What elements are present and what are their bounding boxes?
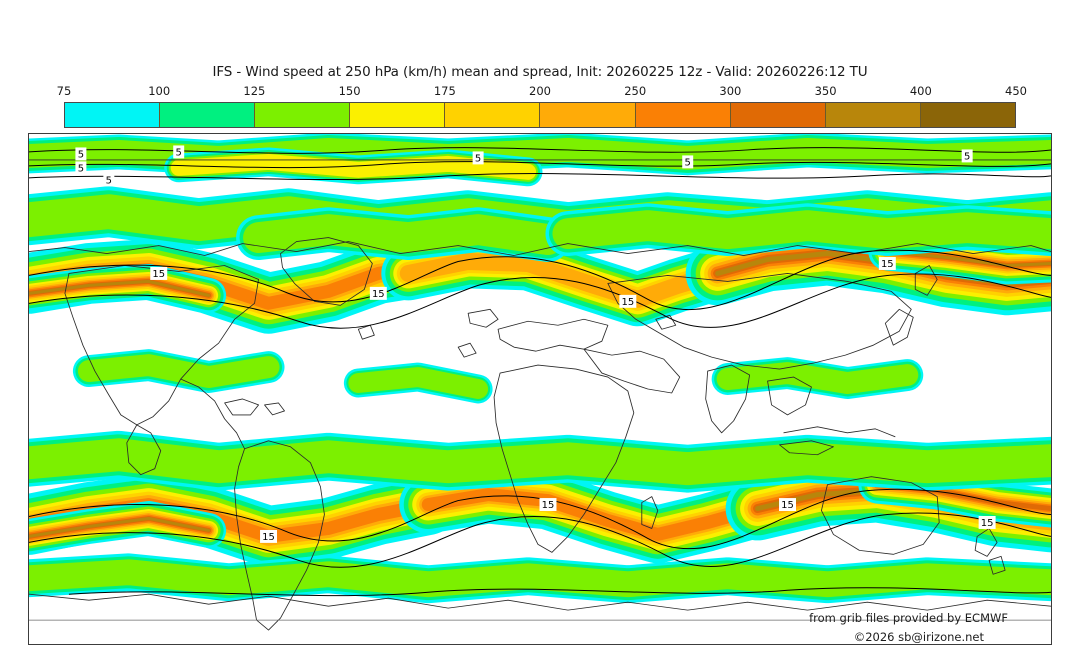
wind-band (29, 279, 211, 297)
colorbar-band-300-350 (730, 103, 826, 127)
contour-label: 5 (475, 153, 481, 164)
spread-contour (29, 161, 1051, 169)
contour-label-bg (260, 529, 278, 543)
contour-label-bg (978, 516, 996, 529)
contour-label: 5 (685, 157, 691, 168)
contour-label-bg (173, 145, 185, 159)
colorbar-tick-150: 150 (338, 84, 361, 98)
wind-speed-fill (29, 134, 1051, 604)
colorbar-band-125-150 (255, 103, 351, 127)
colorbar-band-200-250 (540, 103, 636, 127)
contour-label-bg (369, 286, 387, 300)
wind-band (885, 250, 1051, 267)
colorbar-band-100-125 (160, 103, 256, 127)
contour-label: 5 (964, 151, 970, 162)
contour-label-bg (619, 294, 637, 308)
colorbar-tick-300: 300 (719, 84, 742, 98)
contour-label: 15 (621, 297, 634, 308)
colorbar-band-400-450 (920, 103, 1015, 127)
contour-label-bg (539, 498, 557, 512)
colorbar-tick-250: 250 (624, 84, 647, 98)
spread-contour (68, 587, 1051, 597)
colorbar-tick-400: 400 (909, 84, 932, 98)
wind-band (77, 354, 280, 389)
contour-label-bg (779, 498, 796, 512)
wind-band (552, 210, 1051, 250)
wind-band (170, 153, 537, 180)
contour-label-bg (150, 266, 168, 280)
wind-band (243, 214, 564, 256)
contour-label: 15 (781, 500, 794, 511)
contour-label-bg (103, 173, 115, 187)
contour-label-bg (75, 161, 87, 175)
colorbar-band-175-200 (445, 103, 541, 127)
contour-label: 5 (106, 175, 112, 186)
wind-band (29, 516, 211, 538)
spread-contour (29, 488, 1051, 550)
colorbar-legend: 75 100 125 150 175 200 250 300 350 400 450 (57, 84, 1027, 130)
contour-label: 15 (152, 269, 165, 280)
credit-source: from grib files provided by ECMWF (809, 611, 1008, 625)
wind-band (29, 137, 1051, 170)
wind-band (348, 367, 489, 399)
colorbar-tick-75: 75 (56, 84, 72, 98)
colorbar-tick-200: 200 (529, 84, 551, 98)
colorbar-tick-175: 175 (433, 84, 456, 98)
spread-contour (29, 147, 1051, 154)
spread-contour (29, 512, 1051, 568)
colorbar-tick-350: 350 (814, 84, 837, 98)
contour-label-bg (682, 155, 694, 169)
map-canvas[interactable]: 5 5 5 5 5 5 5 15 15 15 15 15 15 15 15 (28, 133, 1052, 645)
page-title: IFS - Wind speed at 250 hPa (km/h) mean … (212, 64, 868, 80)
contour-label: 5 (78, 149, 84, 160)
contour-label: 5 (78, 163, 84, 174)
spread-contour-lines (29, 147, 1051, 597)
contour-label-bg (75, 147, 87, 161)
wind-band (399, 253, 727, 308)
colorbar-tick-450: 450 (1005, 84, 1027, 98)
contour-label: 15 (981, 518, 994, 529)
map-plot: 5 5 5 5 5 5 5 15 15 15 15 15 15 15 15 (29, 134, 1051, 644)
contour-label: 15 (262, 532, 275, 543)
contour-label: 15 (372, 289, 385, 300)
contour-label-bg (878, 257, 896, 270)
wind-band (29, 438, 1051, 486)
wind-band (421, 488, 765, 541)
colorbar-tick-labels: 75 100 125 150 175 200 250 300 350 400 450 (57, 84, 1027, 100)
colorbar-tick-125: 125 (243, 84, 266, 98)
contour-label: 15 (542, 500, 555, 511)
spread-contour (29, 273, 1051, 329)
colorbar-band-75-100 (65, 103, 161, 127)
spread-contour (29, 173, 1051, 181)
contour-label-bg (961, 149, 973, 163)
colorbar-bands (64, 102, 1016, 128)
colorbar-band-250-300 (635, 103, 731, 127)
wind-band (29, 559, 1051, 598)
spread-contour (29, 249, 1051, 311)
colorbar-band-350-400 (825, 103, 921, 127)
credit-copyright: ©2026 sb@irizone.net (853, 630, 984, 644)
contour-label: 15 (881, 259, 894, 270)
colorbar-tick-100: 100 (148, 84, 171, 98)
colorbar-band-150-175 (350, 103, 446, 127)
coastlines (29, 159, 1051, 631)
contour-label-bg (472, 151, 484, 165)
contour-value-labels: 5 5 5 5 5 5 5 15 15 15 15 15 15 15 15 (75, 145, 996, 543)
contour-label: 5 (176, 147, 182, 158)
wind-band (716, 362, 919, 394)
